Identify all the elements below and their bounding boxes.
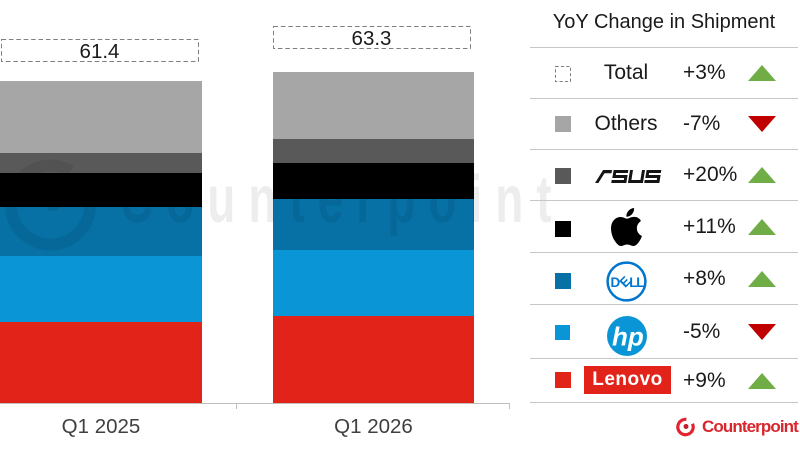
svg-text:hp: hp [612, 322, 644, 352]
svg-text:D: D [611, 275, 621, 290]
svg-text:L: L [636, 275, 644, 290]
svg-text:L: L [629, 275, 637, 290]
svg-text:Counterpoint: Counterpoint [120, 163, 565, 238]
